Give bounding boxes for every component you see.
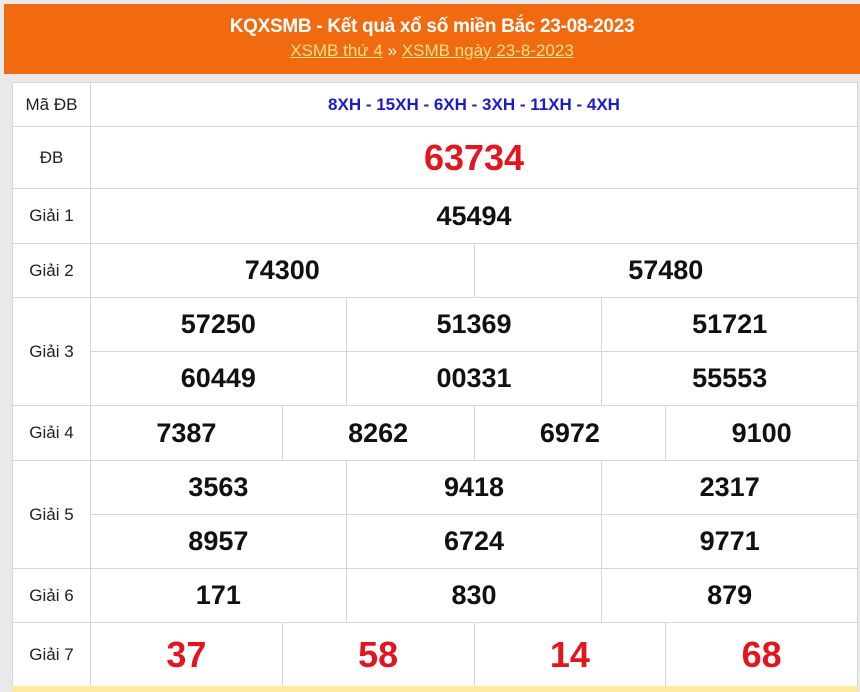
page-title: KQXSMB - Kết quả xổ số miền Bắc 23-08-20… — [229, 16, 635, 37]
special-code: 8XH - 15XH - 6XH - 3XH - 11XH - 4XH — [91, 83, 858, 126]
prize-number: 9418 — [347, 461, 603, 514]
prize-label: Giải 5 — [13, 461, 91, 568]
prize-number: 14 — [475, 623, 667, 686]
link-xsmb-thu-4[interactable]: XSMB thứ 4 — [290, 41, 383, 60]
prize-row: Giải 3 57250 51369 51721 60449 00331 55553 — [13, 298, 859, 406]
prize-number: 58 — [283, 623, 475, 686]
prize-number: 68 — [666, 623, 858, 686]
prize-label: Mã ĐB — [13, 83, 91, 126]
prize-number: 7387 — [91, 406, 283, 460]
results-header: KQXSMB - Kết quả xổ số miền Bắc 23-08-20… — [4, 4, 860, 74]
prize-label: Giải 7 — [13, 623, 91, 686]
prize-number: 830 — [347, 569, 603, 622]
prize-row: Giải 6 171 830 879 — [13, 569, 859, 623]
prize-label: Giải 3 — [13, 298, 91, 405]
results-table: Mã ĐB 8XH - 15XH - 6XH - 3XH - 11XH - 4XH… — [12, 82, 859, 687]
footer-strip — [12, 686, 858, 692]
prize-number: 45494 — [91, 189, 858, 243]
prize-number: 55553 — [602, 352, 859, 405]
prize-label: Giải 6 — [13, 569, 91, 622]
prize-number: 57250 — [91, 298, 347, 351]
prize-row: Giải 4 7387 8262 6972 9100 — [13, 406, 858, 461]
prize-number: 9100 — [666, 406, 858, 460]
prize-number: 3563 — [91, 461, 347, 514]
prize-number: 63734 — [91, 127, 858, 188]
prize-row: Giải 2 74300 57480 — [13, 244, 858, 298]
breadcrumb-separator: » — [387, 41, 398, 60]
prize-number: 6972 — [475, 406, 667, 460]
prize-row: ĐB 63734 — [13, 127, 858, 189]
prize-number: 2317 — [602, 461, 859, 514]
prize-label: ĐB — [13, 127, 91, 188]
prize-number: 8262 — [283, 406, 475, 460]
link-xsmb-date[interactable]: XSMB ngày 23-8-2023 — [401, 41, 574, 60]
prize-number: 8957 — [91, 515, 347, 568]
prize-number: 74300 — [91, 244, 475, 297]
prize-row: Giải 7 37 58 14 68 — [13, 623, 858, 687]
prize-number: 51369 — [347, 298, 603, 351]
prize-number: 60449 — [91, 352, 347, 405]
prize-number: 51721 — [602, 298, 859, 351]
prize-number: 879 — [602, 569, 859, 622]
prize-label: Giải 2 — [13, 244, 91, 297]
prize-number: 00331 — [347, 352, 603, 405]
prize-number: 6724 — [347, 515, 603, 568]
prize-row: Giải 1 45494 — [13, 189, 858, 244]
prize-number: 9771 — [602, 515, 859, 568]
prize-label: Giải 4 — [13, 406, 91, 460]
prize-number: 171 — [91, 569, 347, 622]
prize-number: 37 — [91, 623, 283, 686]
prize-number: 57480 — [475, 244, 858, 297]
prize-row: Giải 5 3563 9418 2317 8957 6724 9771 — [13, 461, 859, 569]
prize-row: Mã ĐB 8XH - 15XH - 6XH - 3XH - 11XH - 4XH — [13, 83, 858, 127]
prize-label: Giải 1 — [13, 189, 91, 243]
